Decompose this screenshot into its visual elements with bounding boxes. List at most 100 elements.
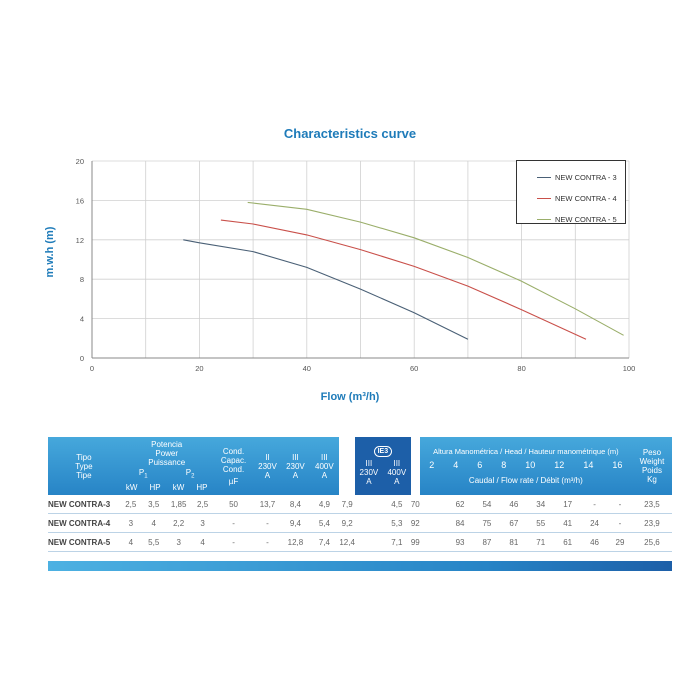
table-cell: 70	[410, 495, 420, 514]
head-value: 2	[429, 460, 435, 470]
table-cell	[419, 513, 447, 533]
model-cell: NEW CONTRA-3	[48, 495, 120, 514]
legend-swatch	[537, 177, 551, 178]
table-cell	[419, 495, 447, 514]
y-tick-label: 4	[80, 315, 84, 324]
table-cell: 93	[446, 532, 474, 552]
table-cell: 7,1	[382, 532, 411, 552]
header-text: Cond.	[222, 446, 245, 456]
header-peso: Peso Weight Poids Kg	[631, 437, 672, 495]
table-cell: 67	[500, 513, 528, 533]
legend-label: NEW CONTRA - 4	[555, 194, 617, 203]
header-hp: HP	[196, 483, 208, 493]
table-cell: 50	[213, 495, 254, 514]
header-text: 400V	[387, 468, 407, 477]
table-cell: 55	[527, 513, 555, 533]
y-axis-title: m.w.h (m)	[44, 226, 56, 278]
legend-label: NEW CONTRA - 5	[555, 215, 617, 224]
head-value: 10	[525, 460, 536, 470]
table-cell: 61	[554, 532, 582, 552]
x-tick-label: 60	[410, 364, 418, 373]
header-tipo: Tipo Type Tipe	[48, 437, 120, 495]
table-cell: 2,2	[165, 513, 192, 533]
table-cell: 23,9	[631, 513, 672, 533]
head-value: 4	[453, 460, 459, 470]
table-cell: -	[608, 513, 632, 533]
header-text: Kg	[647, 475, 657, 484]
head-value: 14	[583, 460, 594, 470]
header-text: 230V	[359, 468, 379, 477]
legend-item: NEW CONTRA - 3	[517, 167, 625, 188]
table-cell	[354, 513, 383, 533]
header-altura: Altura Manométrica / Head / Hauteur mano…	[419, 437, 632, 495]
footer-bar	[48, 561, 672, 571]
header-ie3: IE3 III III 230V 400V A A	[354, 437, 411, 495]
table-row: NEW CONTRA-4 3 4 2,2 3- -9,4 5,4 9,2 5,3 92 84 75 67…	[48, 513, 672, 533]
table-cell: 2,5	[119, 495, 142, 514]
table-cell: 2,5	[191, 495, 214, 514]
spec-table: Tipo Type Tipe Potencia Power Puissance …	[48, 437, 672, 552]
table-cell: 7,9	[339, 495, 355, 514]
head-value: 12	[554, 460, 565, 470]
head-value: 6	[477, 460, 483, 470]
header-text: II	[265, 452, 270, 462]
y-tick-label: 12	[76, 236, 84, 245]
chart-title: Characteristics curve	[283, 126, 417, 141]
header-text: 400V	[315, 461, 334, 471]
table-row: NEW CONTRA-5 4 5,5 3 4- -12,8 7,4 12,4 7,1 99 93 87…	[48, 532, 672, 552]
header-potencia: Potencia Power Puissance P1 P2 kW HP kW …	[119, 437, 214, 495]
header-text: 230V	[258, 461, 277, 471]
table-cell: 17	[554, 495, 582, 514]
header-ii-230: II 230V A	[253, 437, 282, 495]
characteristics-chart: 0 4 8 12 16 20 0 20 40 60 80 100	[76, 157, 636, 373]
model-cell: NEW CONTRA-4	[48, 513, 120, 533]
header-text: III	[365, 459, 373, 468]
legend-swatch	[537, 219, 551, 220]
header-text: Power	[155, 448, 179, 458]
x-axis-title: Flow (m³/h)	[320, 391, 380, 403]
head-value: 16	[612, 460, 623, 470]
header-text: Capac.	[220, 455, 247, 465]
legend-item: NEW CONTRA - 4	[517, 188, 625, 209]
header-text: Potencia	[151, 439, 183, 449]
header-text: Weight	[639, 457, 665, 466]
table-cell: 9,4	[281, 513, 310, 533]
x-tick-label: 0	[90, 364, 94, 373]
table-cell: 46	[500, 495, 528, 514]
header-text: Peso	[642, 448, 662, 457]
header-text: A	[366, 477, 372, 486]
table-cell: 4	[119, 532, 142, 552]
header-text: A	[264, 470, 271, 480]
head-value: 8	[501, 460, 507, 470]
table-cell: 3	[191, 513, 214, 533]
header-text: III	[321, 452, 328, 462]
header-text: A	[394, 477, 400, 486]
table-cell: 4,5	[382, 495, 411, 514]
table-cell: 4	[141, 513, 166, 533]
table-cell: 13,7	[253, 495, 282, 514]
table-cell	[419, 532, 447, 552]
table-cell: 81	[500, 532, 528, 552]
table-cell: -	[253, 532, 282, 552]
header-cond: Cond. Capac. Cond. µF	[213, 437, 254, 495]
table-cell: 71	[527, 532, 555, 552]
header-iii-230: III 230V A	[281, 437, 310, 495]
series-line-3	[183, 239, 469, 340]
header-text: A	[292, 470, 299, 480]
header-text: Tipo	[76, 452, 92, 462]
header-text: Cond.	[222, 464, 245, 474]
table-cell: 92	[410, 513, 420, 533]
table-cell: -	[213, 513, 254, 533]
table-cell: 25,6	[631, 532, 672, 552]
table-cell: 3	[165, 532, 192, 552]
series-line-5	[247, 201, 624, 336]
table-cell: 87	[473, 532, 501, 552]
table-cell: 5,5	[141, 532, 166, 552]
table-cell: 3,5	[141, 495, 166, 514]
x-tick-label: 40	[303, 364, 311, 373]
header-text: 230V	[286, 461, 305, 471]
table-cell: -	[581, 495, 609, 514]
y-tick-label: 20	[76, 157, 84, 166]
table-cell	[354, 532, 383, 552]
header-text: Poids	[641, 466, 662, 475]
